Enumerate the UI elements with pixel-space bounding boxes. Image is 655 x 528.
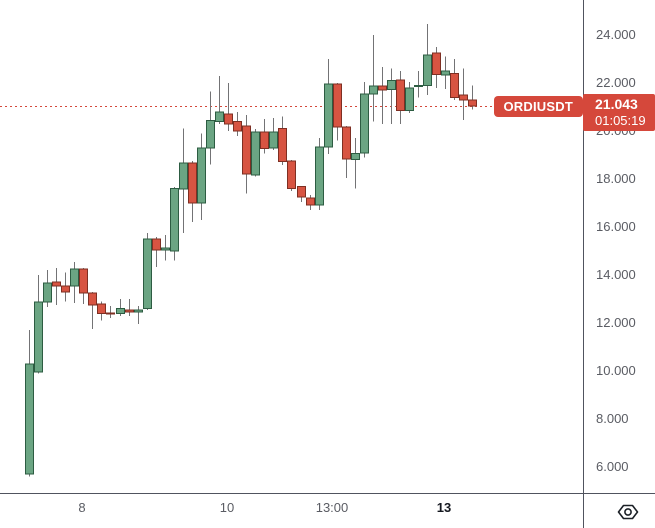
candle-body — [306, 197, 315, 206]
chart-canvas[interactable] — [0, 0, 583, 493]
candle-body — [342, 126, 351, 160]
candle-body — [333, 83, 342, 128]
candle-body — [242, 125, 251, 175]
candle-body — [468, 99, 477, 107]
candle-body — [297, 186, 306, 198]
candle-body — [25, 363, 34, 475]
candle-body — [43, 282, 52, 303]
time-axis[interactable]: 8 10 13:00 13 — [0, 494, 655, 528]
candle-body — [170, 188, 179, 252]
time-axis-label: 8 — [78, 500, 86, 515]
candle-body — [351, 152, 360, 160]
candle-body — [34, 301, 43, 373]
time-axis-label: 13:00 — [315, 500, 349, 515]
candle-body — [233, 120, 242, 132]
candle-body — [161, 247, 170, 251]
candle-body — [405, 87, 414, 112]
candle-body — [378, 85, 387, 91]
candle-body — [215, 111, 224, 122]
candle-body — [278, 128, 287, 163]
candle-body — [324, 83, 333, 148]
last-price-value: 21.043 — [595, 95, 638, 112]
axis-settings-button[interactable] — [612, 501, 644, 523]
gear-icon — [617, 504, 639, 520]
price-axis-label: 6.000 — [596, 459, 629, 474]
candle-body — [396, 79, 405, 112]
candle-body — [224, 113, 233, 125]
last-price-tag: 21.043 01:05:19 — [583, 93, 655, 131]
candlestick-chart[interactable] — [0, 0, 583, 493]
candle-body — [179, 162, 188, 190]
candle-body — [423, 54, 432, 86]
candle-body — [387, 80, 396, 90]
candle-body — [52, 281, 61, 287]
time-axis-label: 13 — [436, 500, 452, 515]
candle-body — [369, 85, 378, 95]
candle-body — [116, 308, 125, 314]
price-axis-label: 24.000 — [596, 27, 636, 42]
candle-body — [414, 84, 423, 88]
candle-body — [125, 309, 134, 313]
price-axis-label: 12.000 — [596, 315, 636, 330]
candle-body — [206, 120, 215, 149]
time-axis-divider — [0, 493, 655, 494]
candle-body — [197, 147, 206, 204]
price-axis[interactable]: 24.000 22.000 20.000 18.000 16.000 14.000 12.0… — [584, 0, 655, 493]
bar-countdown-timer: 01:05:19 — [595, 112, 646, 128]
candle-body — [441, 70, 450, 76]
candle-body — [287, 160, 296, 190]
time-axis-label: 10 — [219, 500, 235, 515]
candle-body — [79, 268, 88, 294]
candle-body — [61, 285, 70, 293]
candle-body — [152, 238, 161, 251]
candle-body — [97, 303, 106, 314]
candle-body — [269, 131, 278, 149]
candle-body — [315, 146, 324, 206]
candle-body — [88, 292, 97, 306]
symbol-badge: ORDIUSDT — [493, 95, 583, 117]
price-axis-label: 18.000 — [596, 171, 636, 186]
price-axis-label: 8.000 — [596, 411, 629, 426]
candle-body — [106, 312, 115, 315]
candle-body — [251, 131, 260, 176]
candle-body — [450, 72, 459, 98]
candle-body — [70, 268, 79, 287]
candle-body — [188, 162, 197, 204]
price-axis-divider — [583, 0, 584, 528]
candle-body — [260, 131, 269, 149]
candle-body — [459, 94, 468, 101]
price-axis-label: 22.000 — [596, 75, 636, 90]
candle-body — [432, 52, 441, 76]
price-axis-label: 10.000 — [596, 363, 636, 378]
candle-body — [143, 238, 152, 310]
price-axis-label: 14.000 — [596, 267, 636, 282]
candle-body — [360, 93, 369, 154]
candle-body — [134, 309, 143, 313]
price-axis-label: 16.000 — [596, 219, 636, 234]
